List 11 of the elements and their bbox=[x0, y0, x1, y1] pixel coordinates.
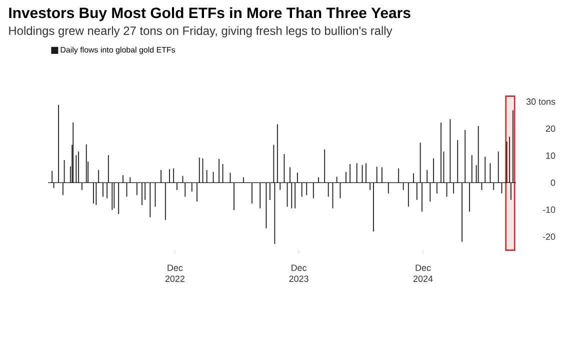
y-tick-label: 0 bbox=[550, 179, 556, 186]
chart-title: Investors Buy Most Gold ETFs in More Than Three Years bbox=[9, 7, 410, 22]
x-tick-label: Dec 2022 bbox=[165, 264, 184, 282]
y-tick-label: 20 bbox=[546, 125, 556, 132]
x-tick-label: Dec 2023 bbox=[289, 264, 308, 282]
y-tick-label: -10 bbox=[542, 206, 556, 213]
y-tick-label: -20 bbox=[542, 234, 556, 240]
y-tick-label: 10 bbox=[546, 152, 556, 159]
x-tick-label: Dec 2024 bbox=[414, 264, 433, 282]
chart-subtitle: Holdings grew nearly 27 tons on Friday, giving fresh legs to bullion's rally bbox=[9, 26, 392, 38]
y-tick-label: 30 tons bbox=[526, 98, 556, 105]
